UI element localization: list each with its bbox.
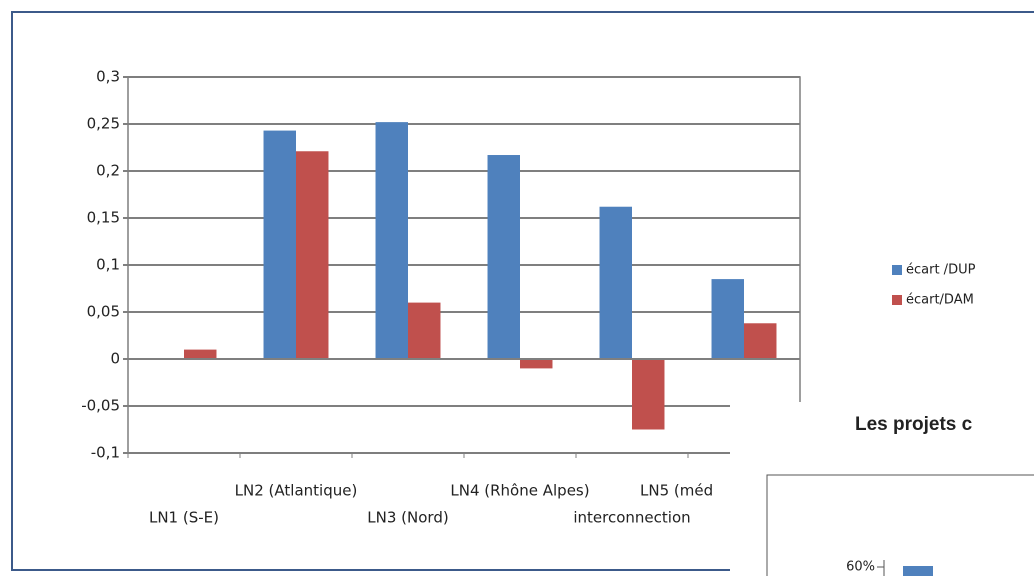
bar (296, 151, 329, 359)
overlay-title: Les projets c (855, 414, 973, 435)
y-tick-label: 0,2 (96, 162, 120, 180)
y-tick-label: 0 (110, 350, 120, 368)
x-tick-label: LN3 (Nord) (367, 509, 448, 527)
y-tick-label: 60% (846, 560, 875, 575)
y-tick-label: -0,05 (81, 397, 120, 415)
bar (263, 130, 296, 359)
legend-label: écart/DAM (906, 293, 974, 308)
overlay-chart-frame (766, 474, 1034, 576)
bar (375, 122, 408, 360)
x-tick-label: LN4 (Rhône Alpes) (450, 482, 589, 500)
y-tick-label: 0,05 (87, 303, 120, 321)
legend-label: écart /DUP (906, 263, 976, 278)
second-chart: 60% (846, 560, 933, 576)
y-tick-label: 0,15 (87, 209, 120, 227)
main-chart: -0,1 -0,05 0 0,05 0,1 0,15 0,2 0,25 0,3 LN1 (S-E)… (81, 68, 975, 527)
legend-swatch (892, 265, 902, 275)
x-tick-label: interconnection (573, 509, 690, 527)
y-tick-label: -0,1 (91, 444, 120, 462)
bar (408, 302, 441, 359)
bar-fragment (903, 566, 933, 576)
bar (184, 349, 217, 359)
y-tick-label: 0,3 (96, 68, 120, 86)
x-tick-label: LN1 (S-E) (149, 509, 219, 527)
bar (632, 359, 665, 430)
y-tick-label: 0,25 (87, 115, 120, 133)
legend-swatch (892, 295, 902, 305)
bar (744, 323, 777, 359)
bar (599, 206, 632, 359)
bar (711, 279, 744, 359)
bar (520, 359, 553, 369)
bar (487, 155, 520, 359)
x-tick-label: LN5 (méd (640, 482, 713, 500)
x-tick-label: LN2 (Atlantique) (235, 482, 358, 500)
y-tick-label: 0,1 (96, 256, 120, 274)
